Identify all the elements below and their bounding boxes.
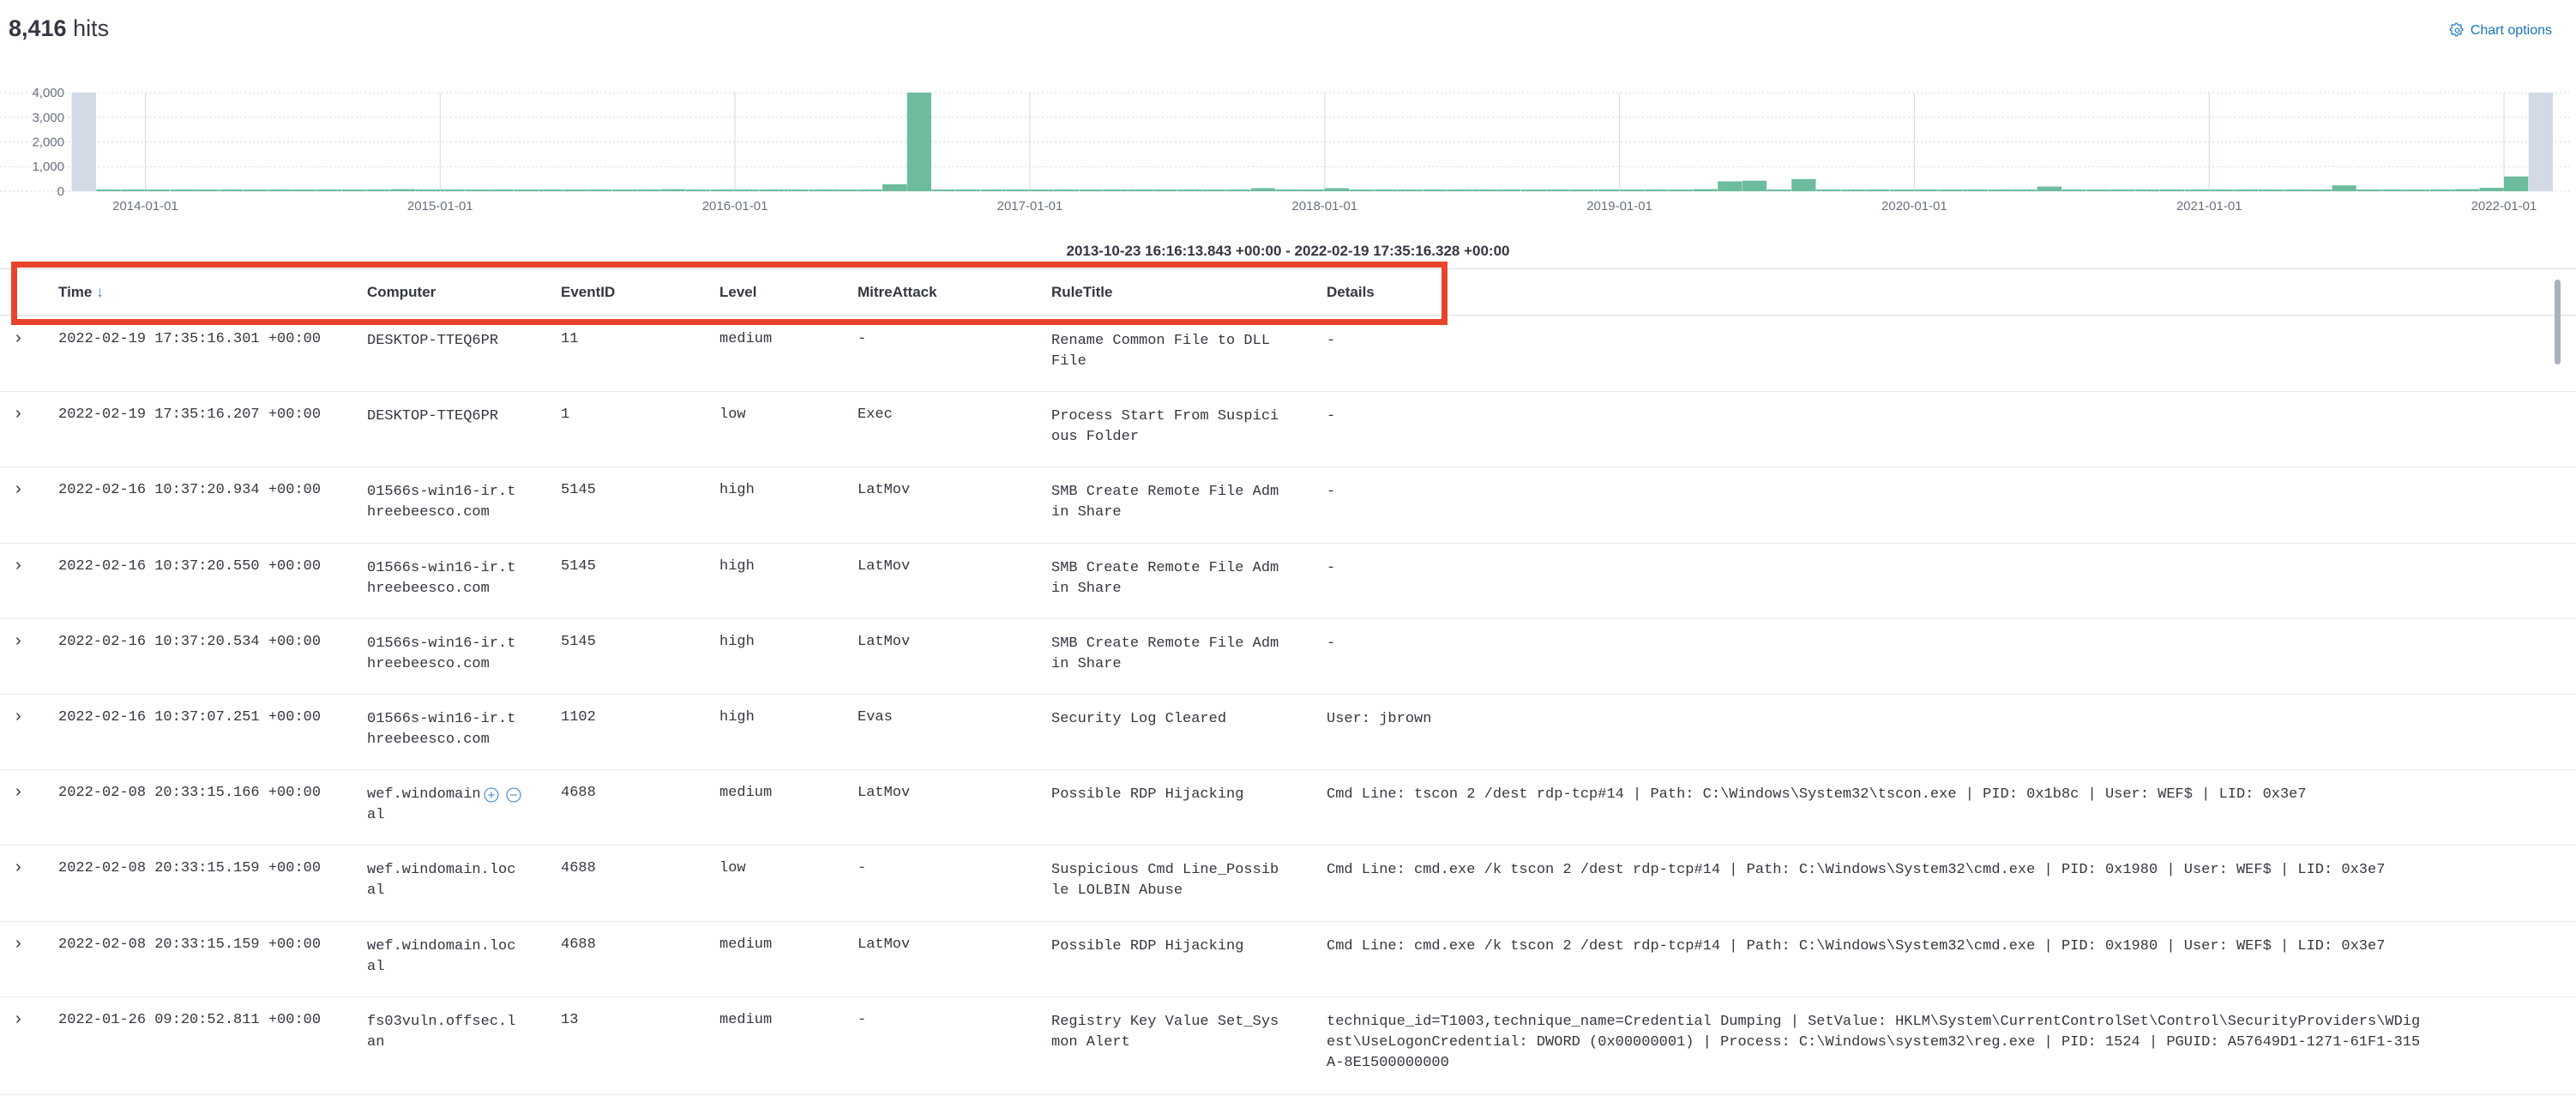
svg-text:1,000: 1,000 bbox=[32, 160, 64, 174]
svg-text:4,000: 4,000 bbox=[32, 86, 64, 100]
svg-text:3,000: 3,000 bbox=[32, 111, 64, 125]
svg-text:2021-01-01: 2021-01-01 bbox=[2176, 199, 2242, 214]
svg-text:2,000: 2,000 bbox=[32, 135, 64, 150]
svg-text:2017-01-01: 2017-01-01 bbox=[997, 199, 1063, 214]
svg-text:2018-01-01: 2018-01-01 bbox=[1291, 199, 1357, 214]
svg-text:2016-01-01: 2016-01-01 bbox=[702, 199, 768, 214]
svg-text:2015-01-01: 2015-01-01 bbox=[407, 199, 473, 214]
svg-text:2014-01-01: 2014-01-01 bbox=[112, 199, 178, 214]
svg-text:2019-01-01: 2019-01-01 bbox=[1586, 199, 1652, 214]
svg-text:2020-01-01: 2020-01-01 bbox=[1881, 199, 1947, 214]
svg-text:0: 0 bbox=[57, 184, 64, 199]
svg-text:2022-01-01: 2022-01-01 bbox=[2471, 199, 2537, 214]
